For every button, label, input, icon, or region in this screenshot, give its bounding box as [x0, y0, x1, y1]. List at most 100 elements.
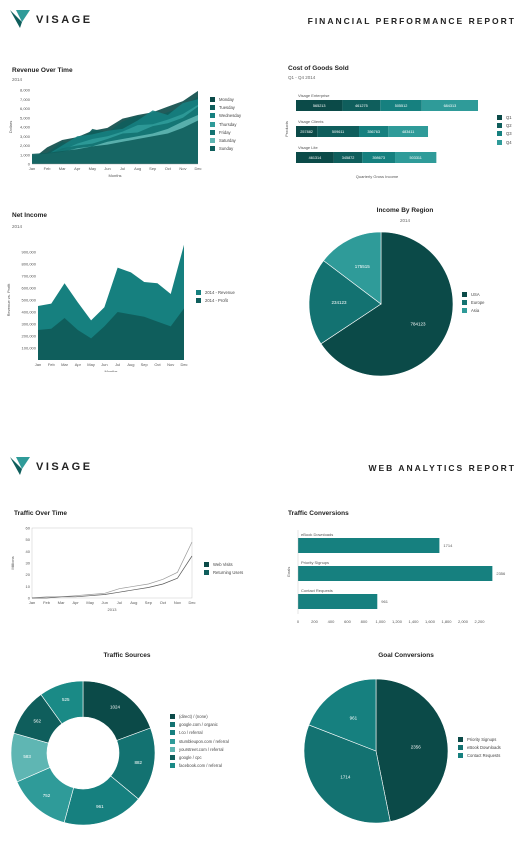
- legend-label: Thursday: [219, 121, 237, 127]
- legend-swatch: [204, 562, 209, 567]
- bar-value-label: 461314: [309, 156, 322, 160]
- tick-label: Jul: [117, 600, 122, 605]
- brand-name: VISAGE: [36, 14, 93, 26]
- pie-slice: [320, 231, 454, 377]
- tick-label: 20: [26, 572, 31, 577]
- bar-value-label: 356763: [367, 130, 380, 134]
- slice-value-label: 2356: [411, 745, 422, 750]
- legend-label: stumbleupon.com / referral: [179, 738, 229, 744]
- goal-conversions-legend: Priority Signups eBook Downloads Contact R…: [458, 737, 522, 762]
- tick-label: Jan: [29, 166, 35, 171]
- bar-segment: [296, 100, 343, 111]
- cogs-legend-item: Q4: [497, 139, 521, 145]
- bar-segment: [388, 126, 429, 137]
- tick-label: 6,000: [20, 106, 31, 111]
- bar-value-label: 509611: [332, 130, 344, 134]
- y-axis-label: Millions: [10, 556, 15, 569]
- traffic-sources-legend-item: t.co / referral: [170, 730, 250, 736]
- cogs-legend: Q1 Q2 Q3 Q4: [497, 115, 521, 148]
- bar-value-label: 483411: [402, 130, 414, 134]
- legend-swatch: [497, 123, 502, 129]
- legend-swatch: [204, 570, 209, 576]
- tick-label: 40: [26, 549, 31, 554]
- legend-swatch: [497, 139, 502, 145]
- report-title: WEB ANALYTICS REPORT: [368, 463, 516, 473]
- tick-label: Apr: [75, 362, 82, 367]
- y-axis-label: Revenue vs. Profit: [6, 283, 11, 317]
- legend-label: Tuesday: [219, 105, 235, 111]
- tick-label: 50: [26, 537, 31, 542]
- legend-label: Saturday: [219, 137, 236, 143]
- bar-value-label: 684313: [444, 104, 457, 108]
- legend-swatch: [196, 290, 201, 295]
- slice-value-label: 175515: [355, 264, 371, 269]
- tick-label: 600: [344, 619, 351, 624]
- legend-swatch: [458, 737, 463, 742]
- region-legend-item: Europe: [462, 300, 512, 306]
- tick-label: 200: [311, 619, 318, 624]
- tick-label: May: [89, 166, 97, 171]
- revenue-legend-item: Saturday: [210, 137, 260, 143]
- tick-label: Dec: [194, 166, 201, 171]
- legend-label: Monday: [219, 97, 234, 102]
- traffic-conversions-chart: eBook Downloads 1714 Priority Signups 2356 C…: [286, 530, 506, 624]
- tick-label: Aug: [134, 166, 141, 171]
- legend-label: Sunday: [219, 146, 234, 152]
- legend-swatch: [210, 146, 215, 152]
- slice-value-label: 784123: [410, 321, 426, 326]
- legend-label: yourstreet.com / referral: [179, 746, 224, 752]
- pie-slice: [323, 231, 382, 305]
- chart-title: Cost of Goods Sold: [288, 65, 349, 72]
- y-axis-label: Goals: [286, 567, 291, 577]
- legend-swatch: [458, 745, 463, 751]
- bar-segment: [421, 100, 478, 111]
- tick-label: 30: [26, 561, 31, 566]
- legend-label: Contact Requests: [467, 753, 501, 759]
- tick-label: Sep: [145, 600, 153, 605]
- tick-label: 1,000: [20, 152, 31, 157]
- tick-label: Jul: [120, 166, 125, 171]
- slice-value-label: 234123: [332, 300, 348, 305]
- legend-swatch: [458, 753, 463, 759]
- header-financial: VISAGE FINANCIAL PERFORMANCE REPORT: [10, 10, 518, 32]
- chart-subtitle: Q1 - Q4 2014: [288, 75, 316, 80]
- category-label: eBook Downloads: [301, 532, 333, 537]
- pie-slice: [303, 724, 391, 824]
- tick-label: 800: [361, 619, 368, 624]
- tick-label: Aug: [130, 600, 137, 605]
- slice-value-label: 583: [23, 754, 31, 759]
- chart-title: Revenue Over Time: [12, 67, 73, 74]
- tick-label: 0: [297, 619, 300, 624]
- tick-label: 8,000: [20, 88, 31, 93]
- category-label: Contact Requests: [301, 588, 333, 593]
- line-series: [32, 555, 193, 599]
- pie-slice: [375, 678, 449, 822]
- tick-label: Oct: [160, 600, 167, 605]
- cogs-legend-item: Q1: [497, 115, 521, 120]
- income-region-legend: USA Europe Asia: [462, 292, 512, 317]
- legend-label: Wednesday: [219, 113, 242, 119]
- category-label: Priority Signups: [301, 560, 329, 565]
- tick-label: Sep: [149, 166, 157, 171]
- bar-value-label: 1714: [443, 543, 453, 548]
- legend-label: Friday: [219, 129, 231, 135]
- traffic-sources-legend-item: google.com / organic: [170, 722, 250, 728]
- cost-of-goods-chart: Visage Enterprise 565213 461275 505512 68431…: [284, 93, 478, 179]
- category-label: Visage Enterprise: [298, 93, 330, 98]
- legend-label: t.co / referral: [179, 730, 203, 736]
- tick-label: 200,000: [22, 334, 37, 339]
- tick-label: 2,200: [474, 619, 485, 624]
- tick-label: 1,000: [375, 619, 386, 624]
- tick-label: 800,000: [22, 262, 37, 267]
- legend-swatch: [497, 131, 502, 137]
- net-income-legend-item: 2014 - Profit: [196, 298, 266, 304]
- tick-label: 0: [28, 162, 31, 167]
- traffic-sources-legend-item: yourstreet.com / referral: [170, 746, 250, 752]
- revenue-legend-item: Tuesday: [210, 105, 260, 111]
- legend-label: Q2: [506, 123, 512, 129]
- net-income-legend: 2014 - Revenue 2014 - Profit: [196, 290, 266, 306]
- traffic-sources-legend: (direct) / (none) google.com / organic t.c…: [170, 714, 250, 771]
- tick-label: Apr: [73, 600, 80, 605]
- bar-value-label: 2356: [496, 571, 506, 576]
- chart-title: Traffic Over Time: [14, 510, 67, 517]
